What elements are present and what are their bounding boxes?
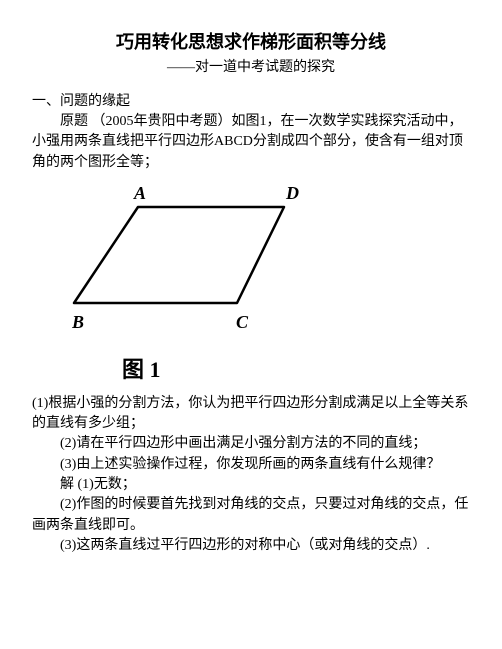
section-1-heading: 一、问题的缘起	[32, 90, 470, 110]
item-3: (3)由上述实验操作过程，你发现所画的两条直线有什么规律？	[32, 455, 470, 475]
section-1-para: 原题 （2005年贵阳中考题）如图1，在一次数学实践探究活动中，小强用两条直线把…	[32, 112, 470, 173]
question-items: (1)根据小强的分割方法，你认为把平行四边形分割成满足以上全等关系的直线有多少组…	[32, 394, 470, 556]
item-2: (2)请在平行四边形中画出满足小强分割方法的不同的直线；	[32, 434, 470, 454]
answer-3: (3)这两条直线过平行四边形的对称中心（或对角线的交点）.	[32, 536, 470, 556]
document-title: 巧用转化思想求作梯形面积等分线	[32, 28, 470, 54]
item-1: (1)根据小强的分割方法，你认为把平行四边形分割成满足以上全等关系的直线有多少组…	[32, 394, 470, 435]
document-subtitle: ——对一道中考试题的探究	[32, 56, 470, 76]
svg-text:A: A	[133, 183, 146, 203]
figure-1: A D B C	[32, 183, 470, 338]
svg-text:C: C	[236, 312, 249, 332]
svg-text:B: B	[72, 312, 84, 332]
answer-1: 解 (1)无数；	[32, 475, 470, 495]
parallelogram-diagram: A D B C	[72, 183, 312, 333]
figure-1-caption: 图 1	[32, 352, 470, 384]
answer-2: (2)作图的时候要首先找到对角线的交点，只要过对角线的交点，任画两条直线即可。	[32, 495, 470, 536]
svg-text:D: D	[285, 183, 299, 203]
